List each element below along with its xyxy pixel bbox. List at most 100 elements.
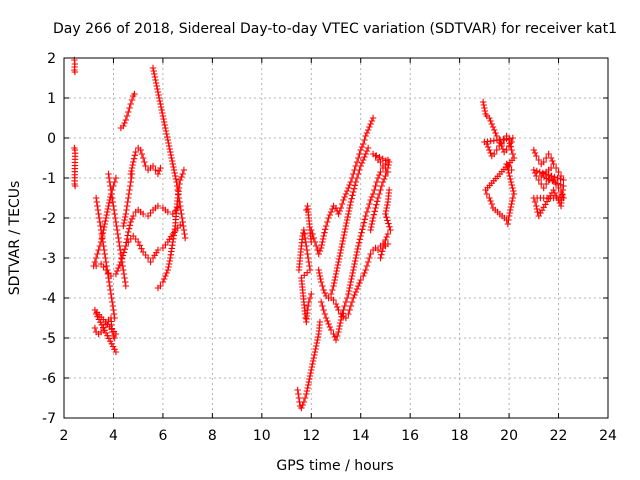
data-point: [120, 122, 127, 130]
data-point: [304, 250, 311, 258]
data-point: [159, 112, 167, 120]
data-point-interp: [382, 157, 390, 164]
data-point: [488, 120, 495, 128]
data-point: [508, 200, 515, 208]
data-point: [154, 170, 162, 178]
data-point-interp: [167, 151, 175, 159]
data-point: [179, 218, 186, 226]
data-point-interp: [314, 333, 322, 341]
data-point-interp: [107, 193, 114, 201]
data-point-interp: [155, 91, 162, 99]
data-point-interp: [378, 251, 385, 258]
data-point: [303, 390, 310, 398]
data-point: [97, 238, 105, 246]
data-point-interp: [353, 285, 361, 293]
data-point-interp: [309, 357, 317, 365]
data-point-interp: [340, 231, 348, 239]
data-point-interp: [105, 335, 113, 342]
data-point: [322, 314, 330, 322]
data-point-interp: [102, 217, 109, 225]
data-point-interp: [100, 324, 107, 331]
data-point: [342, 298, 350, 306]
data-point: [130, 212, 137, 220]
data-point-interp: [100, 223, 108, 231]
data-point-interp: [369, 217, 376, 225]
data-point: [123, 112, 131, 120]
data-point-interp: [355, 239, 363, 246]
x-tick-label: 2: [60, 428, 69, 444]
data-point: [547, 154, 555, 162]
data-point-interp: [371, 186, 378, 194]
data-point: [126, 104, 133, 112]
data-point-interp: [300, 229, 307, 237]
data-point-interp: [316, 269, 323, 277]
data-point: [374, 246, 382, 254]
x-tick-label: 14: [352, 428, 370, 444]
data-point-interp: [172, 175, 180, 183]
data-point-interp: [361, 269, 368, 277]
data-point-interp: [98, 321, 105, 329]
data-point-interp: [507, 203, 515, 211]
data-point: [112, 348, 120, 356]
data-point: [340, 196, 347, 204]
data-point: [322, 222, 330, 230]
data-point-interp: [304, 381, 312, 389]
data-point-interp: [109, 302, 117, 310]
data-point: [335, 210, 342, 218]
data-point: [111, 210, 118, 218]
data-point: [128, 170, 136, 178]
data-point-interp: [136, 242, 144, 249]
data-point: [330, 282, 337, 290]
data-point: [505, 136, 513, 144]
data-point-interp: [102, 254, 109, 262]
data-point-interp: [368, 193, 376, 201]
data-point-interp: [170, 163, 177, 171]
data-point-interp: [366, 200, 373, 208]
data-point: [304, 306, 311, 314]
data-point: [355, 282, 362, 290]
data-point-interp: [309, 230, 316, 238]
data-point: [308, 226, 315, 234]
data-point-interp: [103, 262, 110, 270]
data-point: [345, 184, 352, 192]
data-point: [154, 202, 162, 210]
data-point: [540, 184, 547, 192]
data-point-interp: [324, 218, 331, 226]
data-point: [372, 152, 379, 160]
data-point-interp: [154, 85, 161, 93]
data-point: [125, 228, 132, 236]
data-point: [379, 244, 387, 252]
data-point: [486, 114, 493, 122]
data-point: [303, 242, 310, 250]
data-point: [120, 222, 127, 230]
data-point: [116, 242, 123, 250]
data-point: [163, 130, 170, 138]
data-point: [377, 158, 384, 166]
data-point-interp: [487, 149, 494, 157]
data-point-interp: [114, 230, 121, 238]
data-point: [180, 226, 188, 234]
data-point: [384, 168, 392, 176]
plot-frame: [63, 57, 609, 419]
data-point-interp: [97, 222, 104, 230]
data-point-interp: [319, 238, 326, 246]
data-point-interp: [93, 198, 100, 206]
data-point: [382, 210, 389, 218]
data-point: [115, 234, 122, 242]
data-point-interp: [363, 262, 371, 270]
data-point: [137, 146, 144, 154]
data-point-interp: [353, 174, 361, 182]
data-point-interp: [306, 372, 314, 380]
data-point: [357, 276, 364, 284]
data-point-interp: [356, 150, 363, 158]
data-point-interp: [319, 282, 326, 290]
data-point: [107, 290, 115, 298]
data-point-interp: [141, 158, 148, 166]
data-point: [491, 150, 498, 158]
data-point-interp: [316, 247, 324, 255]
data-point: [320, 306, 327, 314]
data-point-interp: [116, 261, 123, 269]
data-point: [332, 300, 340, 308]
data-point-interp: [351, 260, 358, 268]
data-point: [372, 204, 379, 212]
